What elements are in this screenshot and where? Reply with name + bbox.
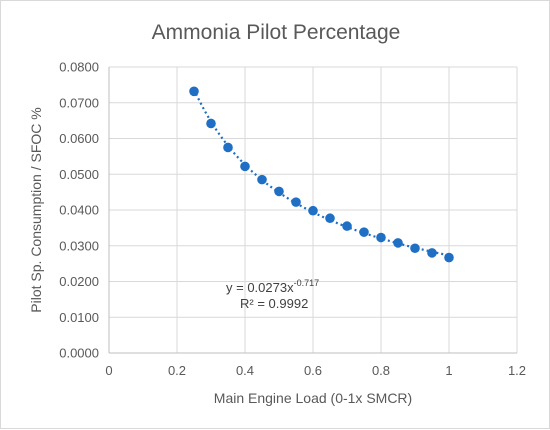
y-tick-label: 0.0600 <box>59 131 99 146</box>
x-axis-label: Main Engine Load (0-1x SMCR) <box>214 390 412 406</box>
x-tick-label: 0.4 <box>236 363 254 378</box>
trendline-r-squared: R² = 0.9992 <box>240 296 308 311</box>
y-tick-label: 0.0400 <box>59 203 99 218</box>
trendline-equation-exponent: -0.717 <box>294 278 320 288</box>
data-point <box>444 252 454 263</box>
data-point <box>427 248 437 258</box>
data-point <box>342 221 352 231</box>
x-tick-label: 1.2 <box>508 363 526 378</box>
data-point <box>410 243 420 254</box>
y-tick-label: 0.0800 <box>59 60 99 75</box>
x-tick-label: 1 <box>445 363 452 378</box>
data-point <box>274 186 284 197</box>
y-tick-label: 0.0700 <box>59 95 99 110</box>
trendline-equation: y = 0.0273x-0.717 <box>226 278 319 295</box>
data-points <box>189 86 454 263</box>
data-point <box>291 197 301 207</box>
data-point <box>376 232 386 243</box>
x-tick-labels: 0 0.2 0.4 0.6 0.8 1 1.2 <box>105 363 526 378</box>
y-tick-label: 0.0300 <box>59 238 99 253</box>
gridlines <box>109 66 518 353</box>
x-tick-label: 0.8 <box>372 363 390 378</box>
y-tick-labels: 0.0000 0.0100 0.0200 0.0300 0.0400 0.0500 0.06… <box>59 60 99 361</box>
x-tick-label: 0.2 <box>168 363 186 378</box>
data-point <box>206 118 216 129</box>
data-point <box>257 174 267 185</box>
chart-title: Ammonia Pilot Percentage <box>152 21 401 44</box>
data-point <box>325 213 335 224</box>
y-tick-label: 0.0000 <box>59 346 99 361</box>
data-point <box>223 142 233 153</box>
x-tick-label: 0 <box>105 363 112 378</box>
y-axis-label: Pilot Sp. Consumption / SFOC % <box>28 107 44 312</box>
data-point <box>189 86 199 97</box>
y-tick-label: 0.0200 <box>59 274 99 289</box>
y-tick-label: 0.0100 <box>59 310 99 325</box>
y-tick-label: 0.0500 <box>59 167 99 182</box>
data-point <box>308 205 318 216</box>
axes <box>108 67 517 354</box>
data-point <box>359 227 369 237</box>
x-tick-label: 0.6 <box>304 363 322 378</box>
power-trendline <box>193 88 450 257</box>
data-point <box>240 161 250 172</box>
data-point <box>393 238 403 248</box>
trendline-equation-base: y = 0.0273x <box>226 280 294 295</box>
